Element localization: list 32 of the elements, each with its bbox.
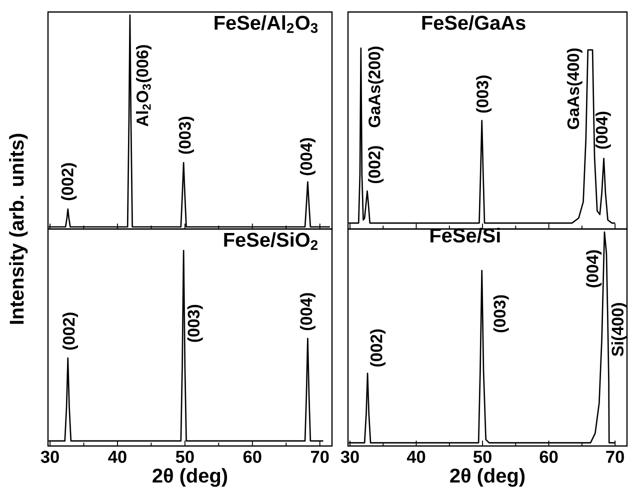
annotation: Al$_{2}$O$_{3}$(006): [136, 45, 152, 126]
x-tick-label: 60: [540, 450, 558, 463]
annotation: (002): [61, 163, 77, 200]
annotation: GaAs(200): [368, 46, 384, 128]
annotation: Si(400): [611, 303, 627, 356]
annotation: (004): [300, 293, 316, 330]
annotation: (004): [586, 250, 602, 288]
annotation: (002): [368, 146, 384, 184]
annotation: (002): [62, 312, 78, 350]
annotation: (004): [595, 112, 611, 149]
chart-title: FeSe/Al$_{2}$O$_{3}$: [214, 15, 318, 33]
x-tick-label: 60: [243, 450, 262, 463]
x-tick-label: 50: [473, 450, 492, 463]
annotation: (003): [178, 116, 194, 154]
annotation: (003): [476, 76, 492, 113]
annotation: (004): [300, 138, 316, 176]
annotation: GaAs(400): [566, 48, 582, 130]
x-tick-label: 70: [606, 450, 624, 463]
x-tick-label: 70: [311, 450, 329, 463]
x-tick-label: 30: [340, 450, 359, 463]
x-tick-label: 30: [40, 450, 59, 463]
x-tick-label: 40: [108, 450, 126, 463]
chart-title: FeSe/GaAs: [422, 15, 526, 30]
x-tick-label: 40: [406, 450, 426, 463]
annotation: (003): [187, 304, 203, 342]
chart-title: FeSe/SiO$_{2}$: [224, 232, 318, 250]
annotation: (002): [370, 329, 386, 367]
x-axis-title: 2θ (deg): [450, 468, 525, 487]
x-axis-title: 2θ (deg): [152, 468, 228, 487]
annotation: (003): [493, 295, 509, 332]
y-axis-title: Intensity (arb. units): [9, 134, 28, 324]
x-tick-label: 50: [176, 450, 194, 463]
